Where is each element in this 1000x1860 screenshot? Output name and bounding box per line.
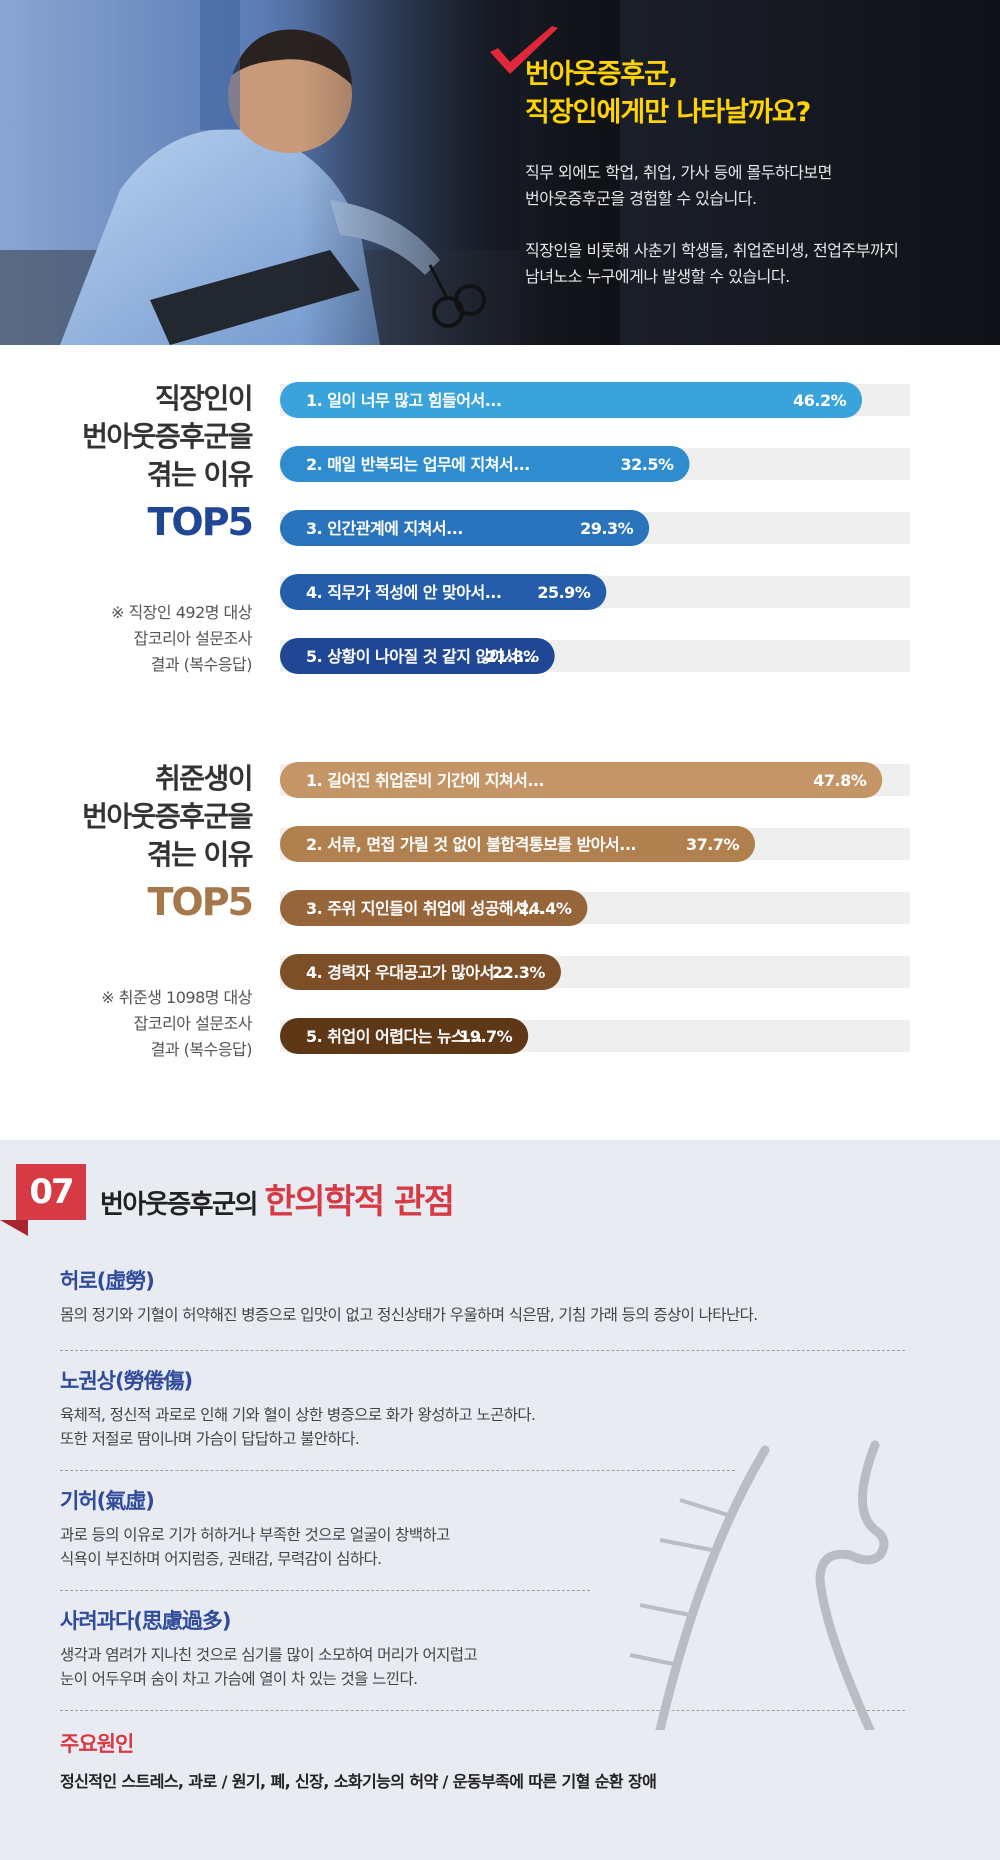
bar-category-label: 4. 직무가 적성에 안 맞아서... bbox=[306, 583, 501, 602]
section-number-badge: 07 bbox=[16, 1164, 86, 1220]
term-block-nogwonsang: 노권상(勞倦傷) 육체적, 정신적 과로로 인해 기와 혈이 상한 병증으로 화… bbox=[60, 1365, 940, 1451]
bar-category-label: 3. 인간관계에 지쳐서... bbox=[306, 519, 463, 538]
bar bbox=[280, 382, 863, 418]
badge-fold-shape bbox=[0, 1220, 28, 1236]
hero-title-line: 번아웃증후군, bbox=[525, 59, 678, 90]
bar-value-label: 19.7% bbox=[459, 1027, 512, 1046]
bar bbox=[280, 510, 650, 546]
bar bbox=[280, 1018, 529, 1054]
note-line: ※ 취준생 1098명 대상 bbox=[101, 988, 252, 1007]
hero-gradient-overlay bbox=[300, 0, 620, 345]
section-title-line: 직장인이 bbox=[154, 382, 254, 415]
main-cause-block: 주요원인 정신적인 스트레스, 과로 / 원기, 폐, 신장, 소화기능의 허약… bbox=[60, 1728, 940, 1792]
heading-prefix: 번아웃증후군의 bbox=[100, 1190, 265, 1220]
panel-heading: 번아웃증후군의 한의학적 관점 bbox=[100, 1174, 456, 1223]
bar bbox=[280, 574, 607, 610]
bar-value-label: 24.4% bbox=[518, 899, 571, 918]
dotted-divider bbox=[60, 1350, 905, 1351]
workers-top5-label: TOP5 bbox=[147, 500, 254, 544]
section-title-line: 번아웃증후군을 bbox=[82, 420, 253, 453]
note-line: 결과 (복수응답) bbox=[150, 655, 253, 674]
section-title-line: 취준생이 bbox=[154, 762, 254, 795]
bar-value-label: 22.3% bbox=[492, 963, 545, 982]
hero-text-line: 직무 외에도 학업, 취업, 가사 등에 몰두하다보면 bbox=[525, 163, 832, 182]
bar bbox=[280, 446, 690, 482]
dotted-divider bbox=[60, 1590, 590, 1591]
bar-category-label: 2. 서류, 면접 가릴 것 없이 불합격통보를 받아서... bbox=[306, 835, 636, 854]
bar-category-label: 1. 길어진 취업준비 기간에 지쳐서... bbox=[306, 771, 544, 790]
hero-text-line: 직장인을 비롯해 사춘기 학생들, 취업준비생, 전업주부까지 bbox=[525, 241, 899, 260]
bar-value-label: 47.8% bbox=[813, 771, 866, 790]
term-line: 눈이 어두우며 숨이 차고 가슴에 열이 차 있는 것을 느낀다. bbox=[60, 1670, 418, 1688]
bar bbox=[280, 954, 561, 990]
term-body: 과로 등의 이유로 기가 허하거나 부족한 것으로 얼굴이 창백하고 식욕이 부… bbox=[60, 1523, 940, 1571]
note-line: ※ 직장인 492명 대상 bbox=[110, 603, 253, 622]
main-cause-title: 주요원인 bbox=[60, 1732, 134, 1756]
term-block-heoro: 허로(虛勞) 몸의 정기와 기혈이 허약해진 병증으로 입맛이 없고 정신상태가… bbox=[60, 1265, 940, 1327]
hero-title: 번아웃증후군, 직장인에게만 나타날까요? bbox=[525, 56, 985, 132]
seekers-section-title: 취준생이 번아웃증후군을 겪는 이유 bbox=[82, 760, 254, 874]
hero-text-line: 번아웃증후군을 경험할 수 있습니다. bbox=[525, 189, 757, 208]
section-title-line: 겪는 이유 bbox=[146, 458, 254, 491]
dotted-divider bbox=[60, 1710, 905, 1711]
dotted-divider bbox=[60, 1470, 735, 1471]
bar-value-label: 29.3% bbox=[580, 519, 633, 538]
section-title-line: 번아웃증후군을 bbox=[82, 800, 253, 833]
note-line: 결과 (복수응답) bbox=[150, 1040, 253, 1059]
note-line: 잡코리아 설문조사 bbox=[133, 629, 253, 648]
note-line: 잡코리아 설문조사 bbox=[133, 1014, 253, 1033]
hero-banner: 번아웃증후군, 직장인에게만 나타날까요? 직무 외에도 학업, 취업, 가사 … bbox=[0, 0, 1000, 345]
term-title: 사려과다(思慮過多) bbox=[60, 1609, 231, 1633]
term-title: 허로(虛勞) bbox=[60, 1269, 155, 1293]
term-body: 몸의 정기와 기혈이 허약해진 병증으로 입맛이 없고 정신상태가 우울하며 식… bbox=[60, 1303, 940, 1327]
neck-acupuncture-icon bbox=[629, 1440, 889, 1730]
heading-highlight: 한의학적 관점 bbox=[264, 1182, 456, 1222]
bar-value-label: 21.8% bbox=[486, 647, 539, 666]
term-line: 식욕이 부진하며 어지럼증, 권태감, 무력감이 심하다. bbox=[60, 1550, 382, 1568]
bar-category-label: 1. 일이 너무 많고 힘들어서... bbox=[306, 391, 501, 410]
seekers-bar-chart: 1. 길어진 취업준비 기간에 지쳐서... 47.8% 2. 서류, 면접 가릴 … bbox=[280, 762, 910, 1054]
bar-value-label: 32.5% bbox=[620, 455, 673, 474]
seekers-top5-label: TOP5 bbox=[147, 880, 254, 924]
workers-survey-note: ※ 직장인 492명 대상 잡코리아 설문조사 결과 (복수응답) bbox=[110, 600, 253, 678]
term-title: 기허(氣虛) bbox=[60, 1489, 155, 1513]
workers-bar-chart: 1. 일이 너무 많고 힘들어서... 46.2% 2. 매일 반복되는 업무에 지… bbox=[280, 382, 910, 674]
bar-category-label: 4. 경력자 우대공고가 많아서... bbox=[306, 963, 511, 982]
term-block-saryeogwada: 사려과다(思慮過多) 생각과 염려가 지나친 것으로 심기를 많이 소모하여 머… bbox=[60, 1605, 940, 1691]
bar-category-label: 5. 취업이 어렵다는 뉴스... bbox=[306, 1027, 482, 1046]
hero-text-line: 남녀노소 누구에게나 발생할 수 있습니다. bbox=[525, 267, 790, 286]
bar-value-label: 25.9% bbox=[537, 583, 590, 602]
term-block-giheo: 기허(氣虛) 과로 등의 이유로 기가 허하거나 부족한 것으로 얼굴이 창백하… bbox=[60, 1485, 940, 1571]
term-line: 또한 저절로 땀이나며 가슴이 답답하고 불안하다. bbox=[60, 1430, 360, 1448]
checkmark-icon bbox=[490, 26, 558, 74]
bar bbox=[280, 762, 883, 798]
term-body: 생각과 염려가 지나친 것으로 심기를 많이 소모하여 머리가 어지럽고 눈이 … bbox=[60, 1643, 940, 1691]
bar-category-label: 5. 상황이 나아질 것 같지 않아서... bbox=[306, 647, 535, 666]
hero-title-line: 직장인에게만 나타날까요? bbox=[525, 97, 811, 128]
bar-category-label: 2. 매일 반복되는 업무에 지쳐서... bbox=[306, 455, 530, 474]
section-title-line: 겪는 이유 bbox=[146, 838, 254, 871]
term-line: 육체적, 정신적 과로로 인해 기와 혈이 상한 병증으로 화가 왕성하고 노곤… bbox=[60, 1406, 536, 1424]
term-body: 육체적, 정신적 과로로 인해 기와 혈이 상한 병증으로 화가 왕성하고 노곤… bbox=[60, 1403, 940, 1451]
hero-description: 직무 외에도 학업, 취업, 가사 등에 몰두하다보면 번아웃증후군을 경험할 … bbox=[525, 160, 995, 290]
bar-category-label: 3. 주위 지인들이 취업에 성공해서... bbox=[306, 899, 544, 918]
workers-section-title: 직장인이 번아웃증후군을 겪는 이유 bbox=[82, 380, 254, 494]
bar-value-label: 37.7% bbox=[686, 835, 739, 854]
main-cause-text: 정신적인 스트레스, 과로 / 원기, 폐, 신장, 소화기능의 허약 / 운동… bbox=[60, 1772, 657, 1791]
bar-value-label: 46.2% bbox=[793, 391, 846, 410]
oriental-medicine-panel: 07 번아웃증후군의 한의학적 관점 허로(虛勞) 몸의 정기와 기혈이 허약해… bbox=[0, 1140, 1000, 1860]
term-line: 몸의 정기와 기혈이 허약해진 병증으로 입맛이 없고 정신상태가 우울하며 식… bbox=[60, 1306, 758, 1324]
bar bbox=[280, 638, 555, 674]
bar bbox=[280, 890, 588, 926]
term-line: 생각과 염려가 지나친 것으로 심기를 많이 소모하여 머리가 어지럽고 bbox=[60, 1646, 478, 1664]
seekers-survey-note: ※ 취준생 1098명 대상 잡코리아 설문조사 결과 (복수응답) bbox=[101, 985, 252, 1063]
bar bbox=[280, 826, 756, 862]
term-title: 노권상(勞倦傷) bbox=[60, 1369, 193, 1393]
term-line: 과로 등의 이유로 기가 허하거나 부족한 것으로 얼굴이 창백하고 bbox=[60, 1526, 450, 1544]
